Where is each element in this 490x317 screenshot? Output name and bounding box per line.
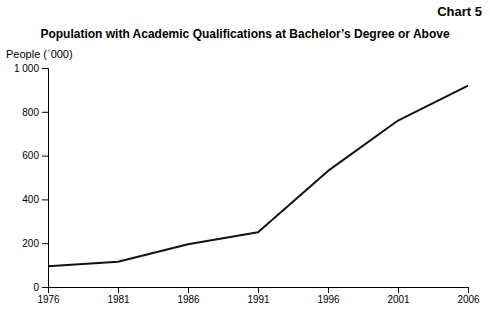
x-tick: 1986	[177, 287, 200, 305]
y-tick-mark	[42, 68, 48, 69]
x-tick-mark	[468, 287, 469, 293]
x-tick-label: 1996	[317, 294, 340, 305]
x-tick: 2001	[387, 287, 410, 305]
x-tick-label: 1991	[247, 294, 270, 305]
y-tick: 1 000	[14, 63, 48, 74]
x-tick-label: 2001	[387, 294, 410, 305]
x-tick-mark	[118, 287, 119, 293]
y-tick-mark	[42, 287, 48, 288]
y-tick: 200	[22, 238, 48, 249]
title: Population with Academic Qualifications …	[40, 27, 450, 41]
y-axis-label: People (ʿ000)	[6, 48, 73, 60]
x-tick: 1981	[107, 287, 130, 305]
plot-area: People (ʿ000) 1976 1981 1986 1991 1996 2001 200…	[6, 48, 480, 305]
y-tick-mark	[42, 156, 48, 157]
y-tick-label: 800	[22, 107, 39, 118]
marks	[48, 86, 468, 267]
y-tick: 600	[22, 150, 48, 161]
y-tick: 800	[22, 107, 48, 118]
x-tick-mark	[188, 287, 189, 293]
x-tick: 1991	[247, 287, 270, 305]
chart: Chart 5 Population with Academic Qualific…	[0, 0, 490, 317]
x-axis: 1976 1981 1986 1991 1996 2001 2006	[37, 287, 480, 305]
chart-label: Chart 5	[437, 4, 482, 19]
y-tick-label: 1 000	[14, 63, 39, 74]
x-tick-label: 2006	[457, 294, 480, 305]
y-tick: 0	[33, 282, 48, 293]
x-tick-label: 1976	[37, 294, 60, 305]
y-tick-label: 400	[22, 194, 39, 205]
line	[48, 86, 468, 267]
y-tick-label: 600	[22, 150, 39, 161]
y-tick-label: 200	[22, 238, 39, 249]
x-tick: 2006	[457, 287, 480, 305]
x-tick-mark	[328, 287, 329, 293]
y-tick-mark	[42, 243, 48, 244]
y-axis-line	[42, 69, 49, 288]
x-tick-label: 1981	[107, 294, 130, 305]
y-tick-label: 0	[33, 282, 39, 293]
y-axis: 0 200 400 600 800 1 000	[14, 63, 49, 293]
x-tick: 1996	[317, 287, 340, 305]
x-tick-mark	[258, 287, 259, 293]
y-tick-mark	[42, 199, 48, 200]
x-tick-label: 1986	[177, 294, 200, 305]
y-tick-mark	[42, 112, 48, 113]
x-tick-mark	[398, 287, 399, 293]
x-tick: 1976	[37, 287, 60, 305]
y-tick: 400	[22, 194, 48, 205]
x-axis-line	[49, 288, 469, 294]
